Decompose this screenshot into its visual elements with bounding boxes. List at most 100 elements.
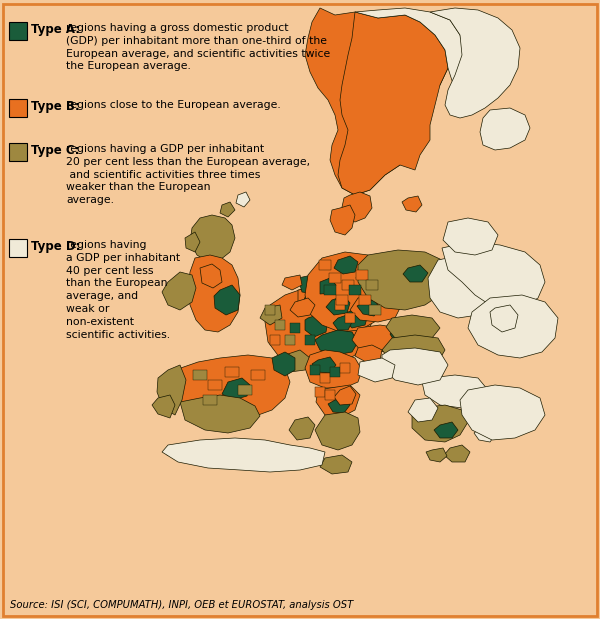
Polygon shape [321,340,344,362]
Polygon shape [320,455,352,474]
Polygon shape [220,202,235,217]
Polygon shape [412,405,468,442]
Polygon shape [285,335,295,345]
Polygon shape [200,264,222,288]
Polygon shape [334,386,356,405]
Polygon shape [298,288,322,308]
Polygon shape [225,367,239,377]
Polygon shape [157,365,186,415]
Text: Source: ISI (SCI, COMPUMATH), INPI, OEB et EUROSTAT, analysis OST: Source: ISI (SCI, COMPUMATH), INPI, OEB … [10,600,353,610]
Polygon shape [162,438,325,472]
Polygon shape [386,315,440,340]
Text: Type D:: Type D: [31,240,80,253]
Polygon shape [260,305,282,325]
Polygon shape [316,385,360,418]
Polygon shape [333,315,352,330]
Polygon shape [426,448,447,462]
Polygon shape [190,215,235,262]
Polygon shape [330,205,355,235]
Polygon shape [315,330,358,355]
Polygon shape [289,417,315,440]
Polygon shape [355,345,382,362]
Polygon shape [315,412,360,450]
Polygon shape [272,352,295,376]
Polygon shape [290,323,300,333]
Polygon shape [357,300,380,316]
Polygon shape [188,255,240,332]
Polygon shape [460,385,545,440]
Polygon shape [428,255,502,318]
Polygon shape [203,395,217,405]
Polygon shape [167,445,185,458]
Polygon shape [222,378,250,400]
Text: Type C:: Type C: [31,144,79,157]
Polygon shape [278,350,310,372]
Polygon shape [402,196,422,212]
Polygon shape [359,295,371,305]
Polygon shape [340,363,350,373]
Polygon shape [480,108,530,150]
Polygon shape [319,260,331,270]
Polygon shape [315,387,325,397]
Polygon shape [369,305,381,315]
Polygon shape [474,428,495,442]
Text: regions having
a GDP per inhabitant
40 per cent less
than the European
average, : regions having a GDP per inhabitant 40 p… [67,240,181,340]
Polygon shape [338,12,448,195]
Polygon shape [349,285,361,295]
Polygon shape [335,300,345,310]
Bar [9,22,27,40]
Text: regions having a GDP per inhabitant
20 per cent less than the European average,
: regions having a GDP per inhabitant 20 p… [67,144,310,206]
Polygon shape [342,280,354,290]
Polygon shape [382,335,445,365]
Polygon shape [430,8,520,118]
Polygon shape [334,256,358,274]
Polygon shape [382,348,448,385]
Polygon shape [305,252,390,332]
Polygon shape [490,305,518,332]
Polygon shape [390,328,410,344]
Polygon shape [442,242,545,312]
Polygon shape [236,192,250,207]
Polygon shape [275,320,285,330]
Polygon shape [180,395,260,433]
Polygon shape [170,355,290,420]
Text: regions close to the European average.: regions close to the European average. [67,100,281,110]
Polygon shape [330,367,340,377]
Polygon shape [358,358,395,382]
Bar [9,239,27,257]
Polygon shape [356,270,368,280]
Polygon shape [345,313,355,323]
Text: regions having a gross domestic product
(GDP) per inhabitant more than one-third: regions having a gross domestic product … [67,23,331,71]
Polygon shape [326,358,355,378]
Polygon shape [326,296,350,315]
Polygon shape [214,285,240,315]
Polygon shape [305,350,362,388]
Polygon shape [366,280,378,290]
Polygon shape [312,357,336,373]
Polygon shape [251,370,265,380]
Polygon shape [422,375,488,408]
Polygon shape [320,278,336,294]
Polygon shape [316,300,328,312]
Polygon shape [468,295,558,358]
Polygon shape [298,275,325,294]
Polygon shape [352,325,408,352]
Polygon shape [265,305,275,315]
Polygon shape [310,365,320,375]
Polygon shape [329,273,341,283]
Polygon shape [356,265,380,285]
Polygon shape [305,8,448,195]
Polygon shape [152,395,175,418]
Polygon shape [350,295,400,322]
Polygon shape [434,422,458,438]
Polygon shape [320,373,330,383]
Polygon shape [344,308,368,328]
Polygon shape [193,370,207,380]
Polygon shape [305,335,315,345]
Polygon shape [282,275,302,290]
Polygon shape [408,398,438,422]
Polygon shape [270,335,280,345]
Polygon shape [325,390,335,400]
Polygon shape [265,285,372,370]
Polygon shape [342,192,372,222]
